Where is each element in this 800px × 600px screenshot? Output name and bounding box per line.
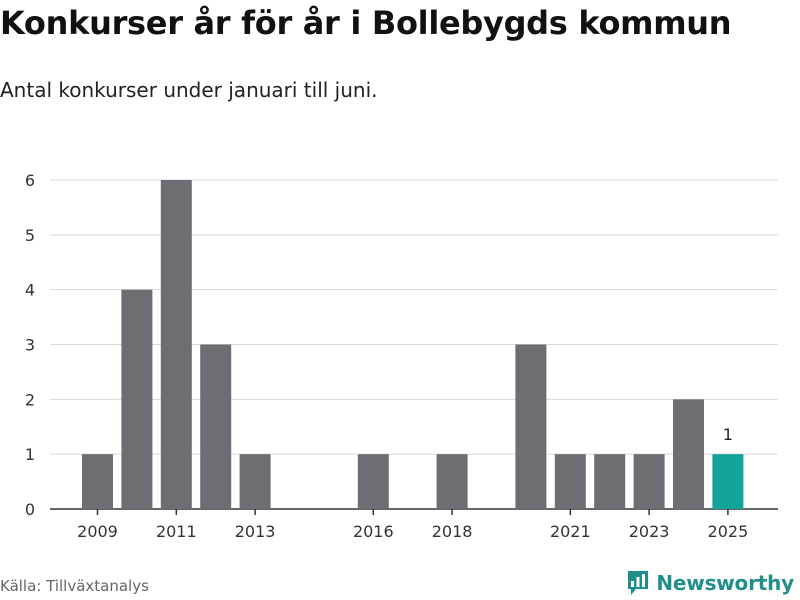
chart-subtitle: Antal konkurser under januari till juni.: [0, 78, 378, 102]
bar: [121, 289, 153, 509]
bar: [554, 454, 586, 509]
y-tick-label: 2: [25, 390, 35, 409]
y-tick-label: 5: [25, 226, 35, 245]
x-tick-label: 2025: [708, 522, 749, 541]
bar: [200, 344, 232, 509]
x-tick-label: 2013: [235, 522, 276, 541]
x-tick-label: 2021: [550, 522, 591, 541]
brand-name: Newsworthy: [656, 571, 794, 595]
x-tick-label: 2018: [432, 522, 473, 541]
x-tick-label: 2009: [77, 522, 118, 541]
gridlines: [50, 179, 778, 515]
bar: [160, 180, 192, 509]
bar: [357, 454, 389, 509]
bar-chart-speech-bubble-icon: [628, 571, 649, 595]
axis-labels: 0 1 2 3 4 5 6 1 2009 2011 2013 2016 2018 2021 2023 2025: [25, 171, 748, 541]
y-tick-label: 4: [25, 281, 35, 300]
y-tick-label: 0: [25, 500, 35, 519]
x-tick-label: 2016: [353, 522, 394, 541]
y-tick-label: 6: [25, 171, 35, 190]
y-tick-label: 3: [25, 336, 35, 355]
bar: [633, 454, 665, 509]
x-tick-label: 2023: [629, 522, 670, 541]
bar: [673, 399, 704, 509]
bar-highlight: [712, 454, 744, 509]
source-note: Källa: Tillväxtanalys: [0, 577, 149, 595]
bar: [82, 454, 113, 509]
x-tick-label: 2011: [156, 522, 197, 541]
bar: [594, 454, 626, 509]
bar-chart: 0 1 2 3 4 5 6 1 2009 2011 2013 2016 2018 2021 2023 2025: [25, 171, 778, 541]
bar: [239, 454, 271, 509]
brand-logo: Newsworthy: [626, 569, 794, 597]
data-label: 1: [723, 425, 733, 444]
chart-title: Konkurser år för år i Bollebygds kommun: [0, 4, 732, 42]
y-tick-label: 1: [25, 445, 35, 464]
bar: [515, 344, 547, 509]
bar: [436, 454, 468, 509]
bars: [82, 180, 744, 509]
